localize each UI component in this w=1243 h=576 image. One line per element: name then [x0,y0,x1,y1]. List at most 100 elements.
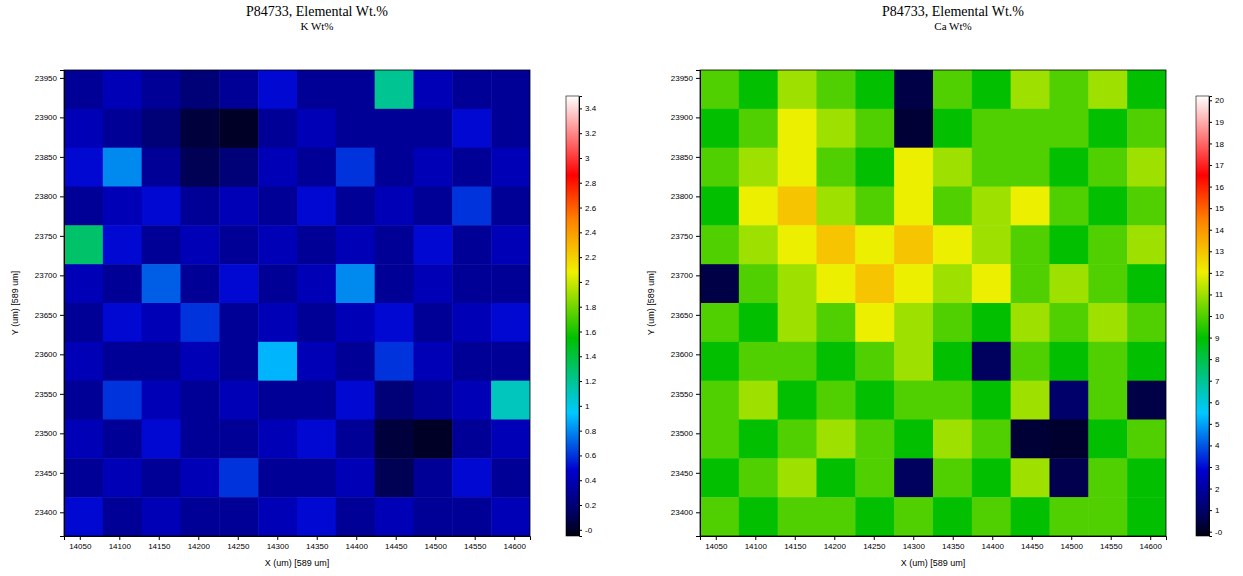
cell [972,70,1011,109]
tick-label: 1 [1215,506,1220,515]
cell [452,381,491,420]
cell [778,225,817,264]
cell [739,342,778,381]
tick-label: 16 [1215,183,1224,192]
tick-label: 13 [1215,247,1224,256]
cell [894,70,933,109]
cell [375,342,414,381]
tick-mark [1150,536,1151,540]
tick: 14150 [784,536,807,551]
tick-mark [1071,536,1072,540]
cell [1127,381,1166,420]
cell [1050,458,1089,497]
cell [258,109,297,148]
tick: 11 [1209,290,1224,299]
cell [64,497,103,536]
tick-label: 14400 [982,542,1005,551]
cell [855,225,894,264]
cell [142,342,181,381]
cell [933,342,972,381]
cell [855,264,894,303]
cell [778,148,817,187]
cell [1088,187,1127,226]
cell [181,497,220,536]
tick-mark [1209,467,1212,468]
cell [700,420,739,459]
x-axis-title: X (um) [589 um] [265,558,330,568]
cell [1011,187,1050,226]
tick-mark [579,431,582,432]
cell [1127,148,1166,187]
cell [491,148,530,187]
cell [778,303,817,342]
tick-mark [1209,359,1212,360]
tick-mark [60,394,64,395]
tick-mark [1209,143,1212,144]
tick-mark [579,282,582,283]
tick-label: 14100 [109,542,132,551]
cell [778,264,817,303]
cell [1127,187,1166,226]
tick-label: 1.4 [585,352,597,361]
cell [894,187,933,226]
cell [1050,70,1089,109]
tick: 15 [1209,204,1224,213]
axis-line [701,537,1167,541]
tick: 23950 [671,74,700,83]
tick-mark [60,433,64,434]
cell [700,381,739,420]
axis-line [65,537,531,541]
tick-mark [579,455,582,456]
cell [491,109,530,148]
tick-label: 7 [1215,377,1220,386]
cell [778,381,817,420]
tick-mark [80,536,81,540]
cell [297,109,336,148]
cell [142,187,181,226]
tick-label: 14200 [188,542,211,551]
cell [297,264,336,303]
cell [700,109,739,148]
cell [375,381,414,420]
tick: 23850 [35,153,64,162]
tick: 14400 [982,536,1005,551]
cell [972,458,1011,497]
cell [1088,303,1127,342]
tick: 14450 [1021,536,1044,551]
tick-mark [60,236,64,237]
tick-mark [834,536,835,540]
tick-label: 14050 [705,542,728,551]
cell [452,225,491,264]
cell [414,342,453,381]
tick-mark [579,331,582,332]
tick-label: 2.2 [585,253,597,262]
tick-mark [755,536,756,540]
tick: 3 [579,154,590,163]
tick: 14500 [425,536,448,551]
cell [778,70,817,109]
cell [739,497,778,536]
cell [219,264,258,303]
tick-mark [579,208,582,209]
cell [972,109,1011,148]
tick-label: 3.2 [585,129,597,138]
tick: 23800 [35,192,64,201]
tick: 14100 [109,536,132,551]
cell [258,420,297,459]
cell [452,420,491,459]
figure: P84733, Elemental Wt.%K Wt%1405014100141… [0,0,1243,576]
cell [1127,458,1166,497]
cell [336,342,375,381]
cell [336,420,375,459]
tick: 23950 [35,74,64,83]
cell [778,497,817,536]
cell [1088,148,1127,187]
cell [414,497,453,536]
tick-mark [696,236,700,237]
cell [972,420,1011,459]
tick-label: 14500 [1061,542,1084,551]
cell [103,303,142,342]
tick-label: 14550 [464,542,487,551]
cell [142,148,181,187]
cell [181,303,220,342]
